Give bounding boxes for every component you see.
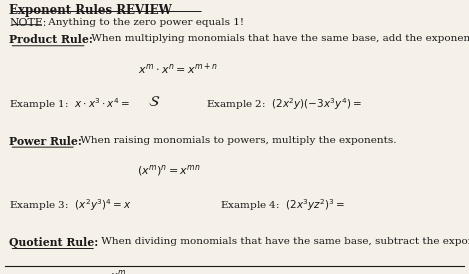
Text: Anything to the zero power equals 1!: Anything to the zero power equals 1! <box>45 18 243 27</box>
Text: When multiplying monomials that have the same base, add the exponents.: When multiplying monomials that have the… <box>88 34 469 43</box>
Text: When dividing monomials that have the same base, subtract the exponents.: When dividing monomials that have the sa… <box>98 237 469 246</box>
Text: Power Rule:: Power Rule: <box>9 136 82 147</box>
Text: $x^m \cdot x^n = x^{m+n}$: $x^m \cdot x^n = x^{m+n}$ <box>138 62 218 77</box>
Text: Product Rule:: Product Rule: <box>9 34 93 45</box>
Text: Example 1:  $x \cdot x^3 \cdot x^4 = $: Example 1: $x \cdot x^3 \cdot x^4 = $ <box>9 96 130 112</box>
Text: Example 4:  $(2x^3yz^2)^3 = $: Example 4: $(2x^3yz^2)^3 = $ <box>220 197 346 213</box>
Text: Quotient Rule:: Quotient Rule: <box>9 237 98 248</box>
Text: When raising monomials to powers, multiply the exponents.: When raising monomials to powers, multip… <box>77 136 397 145</box>
Text: $\mathcal{S}$: $\mathcal{S}$ <box>148 95 160 109</box>
Text: Exponent Rules REVIEW: Exponent Rules REVIEW <box>9 4 172 17</box>
Text: NOTE:: NOTE: <box>9 18 47 28</box>
Text: Example 3:  $(x^2y^3)^4 = x$: Example 3: $(x^2y^3)^4 = x$ <box>9 197 132 213</box>
Text: $\dfrac{x^m}{x^n} = x^{m-n}$: $\dfrac{x^m}{x^n} = x^{m-n}$ <box>110 269 171 274</box>
Text: Example 2:  $(2x^2y)(-3x^3y^4) = $: Example 2: $(2x^2y)(-3x^3y^4) = $ <box>206 96 363 112</box>
Text: $\left(x^m\right)^n = x^{mn}$: $\left(x^m\right)^n = x^{mn}$ <box>137 163 201 178</box>
